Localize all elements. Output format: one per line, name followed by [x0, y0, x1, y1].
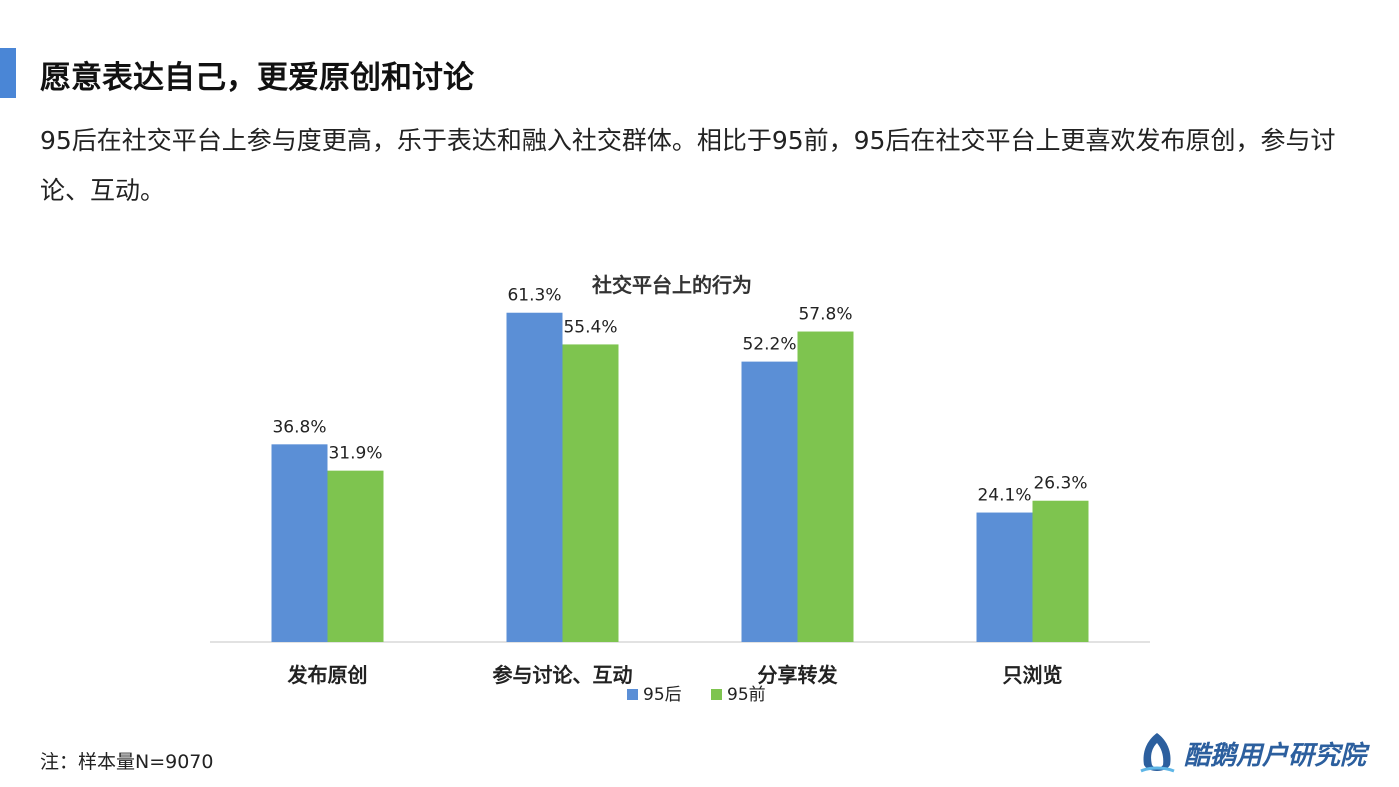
bar-post95-1	[506, 312, 563, 642]
bar-pre95-1	[562, 344, 619, 642]
penguin-logo-icon	[1140, 733, 1175, 773]
data-label-pre95-3: 26.3%	[1033, 474, 1087, 494]
bar-pre95-0	[327, 470, 384, 642]
category-label-3: 只浏览	[1003, 663, 1063, 687]
bar-post95-2	[741, 361, 798, 642]
legend-label-0: 95后	[643, 685, 682, 705]
bar-post95-3	[976, 512, 1033, 642]
data-label-pre95-0: 31.9%	[328, 444, 382, 464]
bar-post95-0	[271, 444, 328, 642]
data-label-post95-2: 52.2%	[742, 335, 796, 355]
chart-legend: 95后 95前	[627, 685, 766, 705]
title-accent-bar	[0, 48, 16, 98]
data-label-pre95-2: 57.8%	[798, 305, 852, 325]
data-label-post95-0: 36.8%	[272, 417, 326, 437]
data-label-post95-1: 61.3%	[507, 286, 561, 306]
brand-name: 酷鹅用户研究院	[1184, 740, 1367, 771]
data-label-post95-3: 24.1%	[977, 486, 1031, 506]
brand-logo: 酷鹅用户研究院	[1138, 730, 1366, 776]
legend-swatch-1	[711, 689, 722, 700]
bar-pre95-2	[797, 331, 854, 642]
bars-group: 36.8%31.9% 发布原创 61.3%55.4% 参与讨论、互动 52.2%57.8…	[271, 286, 1089, 687]
bar-pre95-3	[1032, 500, 1089, 642]
page-title: 愿意表达自己，更爱原创和讨论	[40, 60, 474, 96]
category-label-2: 分享转发	[758, 663, 839, 687]
data-label-pre95-1: 55.4%	[563, 317, 617, 337]
chart-title: 社交平台上的行为	[591, 273, 752, 297]
category-label-0: 发布原创	[287, 663, 368, 687]
legend-label-1: 95前	[727, 685, 766, 705]
sample-note: 注：样本量N=9070	[40, 751, 214, 773]
category-label-1: 参与讨论、互动	[493, 663, 633, 687]
legend-swatch-0	[627, 689, 638, 700]
page-subtitle: 95后在社交平台上参与度更高，乐于表达和融入社交群体。相比于95前，95后在社交…	[40, 126, 1336, 205]
